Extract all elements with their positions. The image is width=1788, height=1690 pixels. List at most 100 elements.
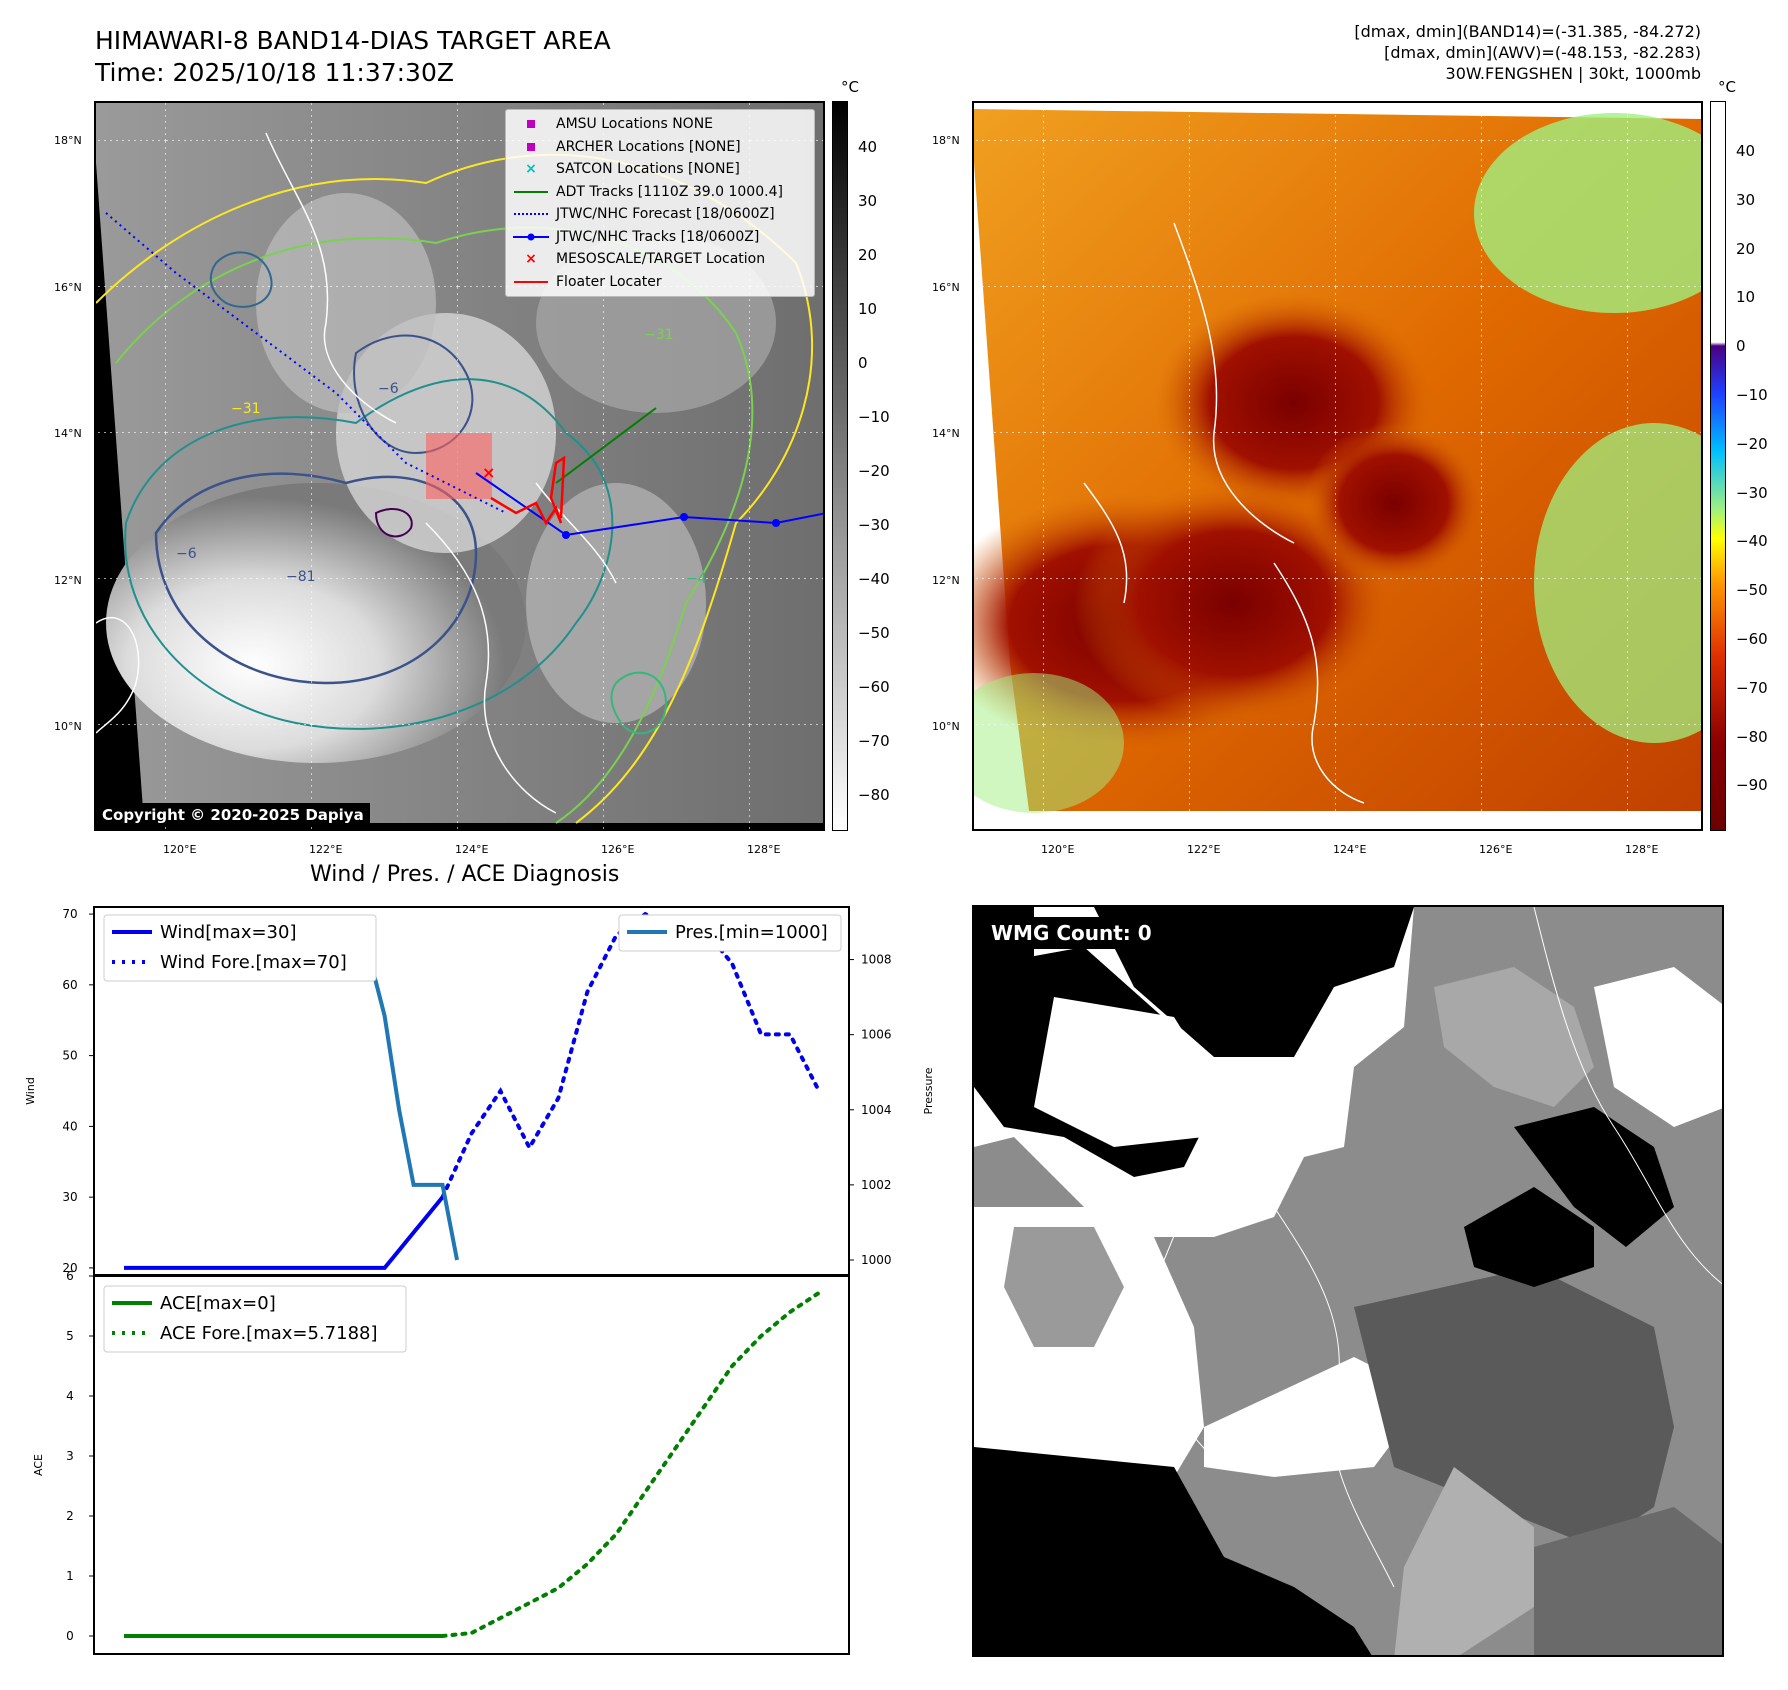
wind-legend: Wind[max=30] Wind Fore.[max=70] <box>103 914 377 982</box>
wind-tick-label: 30 <box>62 1190 77 1204</box>
colorbar-left-tick: −30 <box>858 516 890 534</box>
wmg-panel: WMG Count: 0 <box>972 905 1724 1657</box>
wind-tick-label: 70 <box>62 907 77 921</box>
colorbar-left-tick: 30 <box>858 192 878 210</box>
ir-map-panel: × −31 −31 −81 −6 −6 −4 AMSU Locations NO… <box>94 101 825 831</box>
colorbar-unit-left: °C <box>841 78 859 96</box>
legend-item: JTWC/NHC Forecast [18/0600Z] <box>512 203 808 226</box>
contour-label-4: −6 <box>176 546 197 562</box>
wind-pressure-chart: 20 30 40 50 60 70 1000 1002 1004 1006 1008 Wind Pres… <box>24 906 935 1276</box>
wind-tick-label: 60 <box>62 978 77 992</box>
colorbar-left <box>832 101 848 831</box>
latitude-label: 18°N <box>54 134 82 147</box>
legend-label-ace: ACE[max=0] <box>160 1293 276 1314</box>
contour-label-2: −31 <box>231 401 261 417</box>
legend-item: ARCHER Locations [NONE] <box>512 136 808 159</box>
wind-tick-label: 20 <box>62 1261 77 1275</box>
legend-label-pressure: Pres.[min=1000] <box>675 922 828 943</box>
legend-item: × SATCON Locations [NONE] <box>525 161 740 178</box>
contour-label-6: −4 <box>686 571 707 587</box>
wmg-image <box>974 907 1722 1655</box>
ace-tick-label: 3 <box>66 1449 74 1463</box>
colorbar-left-tick: −80 <box>858 786 890 804</box>
latitude-label: 14°N <box>54 427 82 440</box>
ace-tick-label: 4 <box>66 1389 74 1403</box>
legend-item: Floater Locater <box>512 271 808 294</box>
colorbar-left-tick: −10 <box>858 408 890 426</box>
pressure-tick-label: 1000 <box>861 1253 892 1267</box>
longitude-label: 122°E <box>1187 843 1221 856</box>
wmg-count-label: WMG Count: 0 <box>984 917 1159 949</box>
latitude-label: 18°N <box>932 134 960 147</box>
legend-label-wind: Wind[max=30] <box>160 922 297 943</box>
longitude-label: 126°E <box>1479 843 1513 856</box>
pressure-tick-label: 1004 <box>861 1103 892 1117</box>
colorbar-right <box>1710 101 1726 831</box>
longitude-label: 128°E <box>747 843 781 856</box>
colorbar-left-tick: 40 <box>858 138 878 156</box>
ace-chart: 0 1 2 3 4 5 6 ACE ACE[max=0] ACE Fore.[max=5.7188… <box>32 1269 850 1655</box>
pressure-legend: Pres.[min=1000] <box>618 914 842 952</box>
legend-item: JTWC/NHC Tracks [18/0600Z] <box>512 226 808 249</box>
series-line <box>440 911 821 1200</box>
ace-tick-label: 1 <box>66 1569 74 1583</box>
wind-tick-label: 40 <box>62 1119 77 1133</box>
info-line-3: 30W.FENGSHEN | 30kt, 1000mb <box>1445 64 1701 83</box>
latitude-label: 12°N <box>54 573 82 587</box>
colorbar-right-tick: 40 <box>1736 142 1756 160</box>
ace-axis-label: ACE <box>32 1454 45 1476</box>
info-line-2: [dmax, dmin](AWV)=(-48.153, -82.283) <box>1384 43 1701 62</box>
colorbar-left-tick: −20 <box>858 462 890 480</box>
ace-series-line <box>440 1290 821 1638</box>
series-line <box>124 1195 445 1270</box>
pressure-axis-label: Pressure <box>922 1067 935 1114</box>
latitude-label: 12°N <box>932 573 960 587</box>
map-legend: AMSU Locations NONE ARCHER Locations [NO… <box>505 109 815 297</box>
colorbar-right-tick: −60 <box>1736 630 1768 648</box>
colorbar-left-tick: −70 <box>858 732 890 750</box>
latitude-label: 14°N <box>932 427 960 440</box>
contour-label-3: −81 <box>286 569 316 585</box>
pressure-tick-label: 1002 <box>861 1178 892 1192</box>
latitude-label: 16°N <box>54 280 82 294</box>
diagnosis-title: Wind / Pres. / ACE Diagnosis <box>310 862 620 887</box>
longitude-label: 124°E <box>455 843 489 856</box>
colorbar-right-tick: −20 <box>1736 434 1768 453</box>
legend-label-ace-fore: ACE Fore.[max=5.7188] <box>160 1323 378 1344</box>
colorbar-right-tick: −30 <box>1736 483 1768 502</box>
ace-tick-label: 0 <box>66 1629 74 1643</box>
colorbar-left-tick: −40 <box>858 570 890 588</box>
ace-tick-label: 2 <box>66 1509 74 1523</box>
colorbar-left-tick: 0 <box>858 354 868 372</box>
longitude-label: 120°E <box>1041 843 1075 856</box>
ace-tick-label: 5 <box>66 1329 74 1343</box>
colorbar-right-tick: −10 <box>1736 386 1768 404</box>
legend-item: ADT Tracks [1110Z 39.0 1000.4] <box>512 181 808 204</box>
colorbar-right-tick: −80 <box>1736 727 1768 746</box>
colorbar-right-tick: −70 <box>1736 678 1768 697</box>
svg-text:×: × <box>482 463 495 482</box>
title-line-1: HIMAWARI-8 BAND14-DIAS TARGET AREA <box>95 26 611 55</box>
longitude-label: 124°E <box>1333 843 1367 856</box>
longitude-label: 128°E <box>1625 843 1659 856</box>
pressure-tick-label: 1006 <box>861 1028 892 1042</box>
title-line-2: Time: 2025/10/18 11:37:30Z <box>95 58 454 87</box>
colorbar-unit-right: °C <box>1718 78 1736 96</box>
colorbar-left-tick: 20 <box>858 246 878 264</box>
colorbar-right-tick: −90 <box>1736 776 1768 795</box>
copyright-label: Copyright © 2020-2025 Dapiya <box>96 803 370 827</box>
info-line-1: [dmax, dmin](BAND14)=(-31.385, -84.272) <box>1354 22 1701 41</box>
wind-axis-label: Wind <box>24 1077 37 1105</box>
contour-label-1: −31 <box>644 327 674 343</box>
colorbar-left-tick: −60 <box>858 678 890 696</box>
colorbar-right-tick: 20 <box>1736 239 1756 258</box>
awv-map-image <box>974 103 1701 829</box>
contour-label-5: −6 <box>378 381 399 397</box>
awv-map-panel <box>972 101 1703 831</box>
ace-chart-frame <box>93 1275 850 1655</box>
wind-tick-label: 50 <box>62 1049 77 1063</box>
longitude-label: 122°E <box>309 843 343 856</box>
legend-label-wind-fore: Wind Fore.[max=70] <box>160 952 347 973</box>
longitude-label: 126°E <box>601 843 635 856</box>
colorbar-right-tick: 30 <box>1736 190 1756 209</box>
